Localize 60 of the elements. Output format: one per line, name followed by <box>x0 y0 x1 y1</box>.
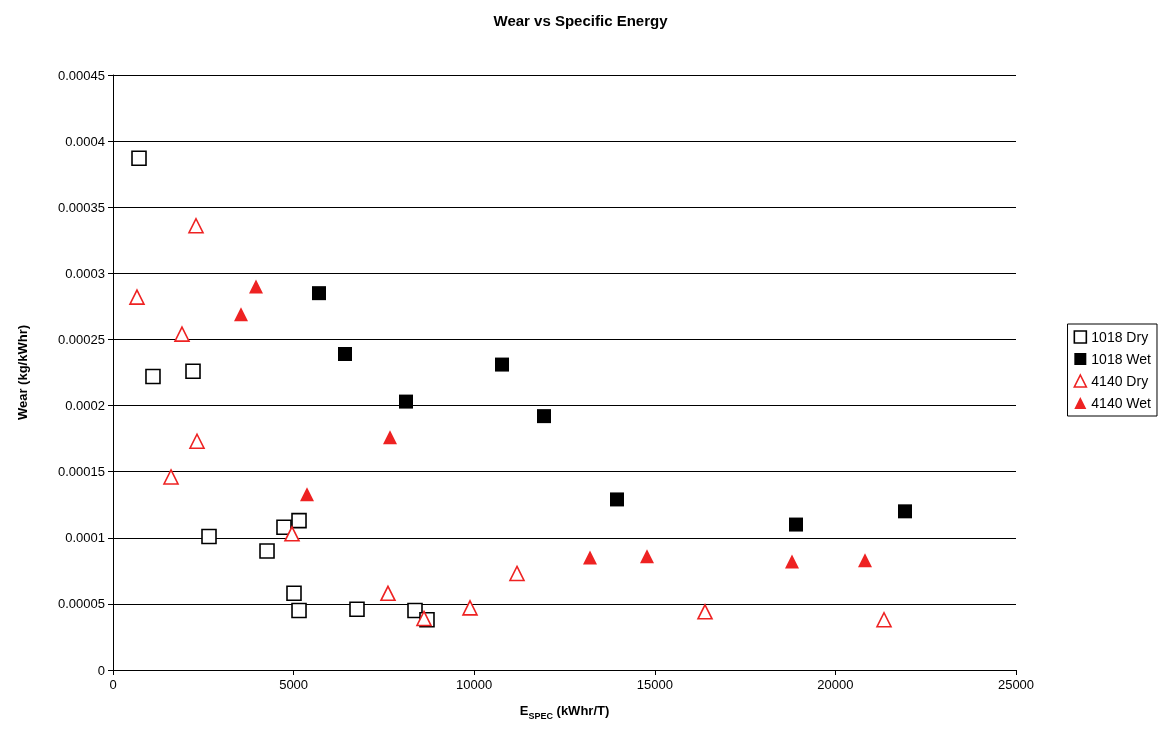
x-tick-label: 20000 <box>817 677 854 692</box>
y-tick-label: 0.00035 <box>58 199 105 215</box>
point <box>300 487 314 502</box>
point <box>338 346 352 361</box>
point <box>898 504 912 519</box>
point <box>857 553 872 568</box>
point <box>462 600 478 616</box>
point <box>131 150 147 167</box>
x-tick-label: 25000 <box>997 677 1035 692</box>
point <box>185 363 201 379</box>
x-tick-label: 0 <box>109 677 117 692</box>
point <box>189 433 205 450</box>
point <box>788 517 803 532</box>
point <box>163 469 179 485</box>
point <box>201 528 217 545</box>
legend-label: 1018 Dry <box>1091 329 1149 345</box>
point <box>276 519 292 535</box>
point <box>311 286 326 301</box>
y-tick-label: 0.0004 <box>65 133 105 149</box>
y-tick-label: 0.00015 <box>58 464 105 480</box>
legend-label: 1018 Wet <box>1091 351 1152 367</box>
point <box>495 357 510 372</box>
point <box>876 611 892 628</box>
legend-label: 4140 Wet <box>1091 395 1152 411</box>
y-tick-label: 0.00045 <box>58 67 105 83</box>
y-tick-label: 0.00005 <box>58 596 105 612</box>
x-tick-label: 5000 <box>279 677 309 692</box>
point <box>536 409 551 424</box>
point <box>640 549 654 564</box>
point <box>380 585 396 602</box>
point <box>784 554 799 569</box>
point <box>259 543 275 559</box>
y-tick-label: 0 <box>97 662 105 678</box>
point <box>291 512 307 529</box>
y-tick-label: 0.0003 <box>65 265 105 281</box>
chart-title: Wear vs Specific Energy <box>493 12 669 29</box>
point <box>349 601 365 617</box>
point <box>249 279 263 294</box>
x-tick-label: 10000 <box>456 677 493 692</box>
point <box>399 394 414 409</box>
y-tick-label: 0.0002 <box>65 398 105 414</box>
point <box>286 585 302 602</box>
point <box>174 326 190 342</box>
point <box>697 604 713 620</box>
point <box>583 550 597 565</box>
y-tick-label: 0.00025 <box>58 331 105 347</box>
point <box>129 289 145 305</box>
y-axis-title: Wear (kg/kWhr) <box>15 324 30 421</box>
point <box>234 307 249 322</box>
point <box>284 526 300 542</box>
point <box>145 368 161 385</box>
point <box>291 602 307 619</box>
legend-label: 4140 Dry <box>1091 373 1149 389</box>
y-tick-label: 0.0001 <box>65 530 105 546</box>
point <box>383 430 397 445</box>
point <box>188 217 204 234</box>
point <box>609 492 624 507</box>
point <box>407 602 423 619</box>
point <box>509 565 525 582</box>
x-tick-label: 15000 <box>636 677 673 692</box>
